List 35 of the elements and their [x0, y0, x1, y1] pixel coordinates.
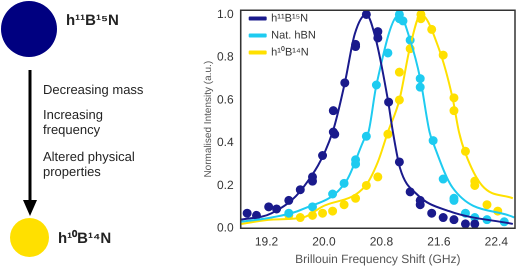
point	[242, 208, 252, 218]
y-tick-label: 0.0	[216, 220, 234, 235]
point	[328, 106, 338, 116]
point	[340, 200, 349, 210]
point	[460, 219, 470, 228]
point	[438, 213, 448, 222]
point	[470, 219, 480, 228]
text: h¹⁰B¹⁴N	[58, 230, 112, 248]
y-tick-label: 0.4	[216, 135, 234, 150]
legend-label: h¹⁰B¹⁴N	[271, 46, 309, 59]
text: Altered physical properties	[43, 149, 136, 180]
legend-label: Nat. hBN	[271, 30, 316, 42]
y-tick-label: 0.2	[216, 178, 234, 192]
x-tick-label: 20.8	[370, 234, 394, 249]
text: Decreasing mass	[43, 82, 144, 98]
x-tick-label: 21.6	[427, 234, 451, 249]
x-axis-title: Brillouin Frequency Shift (GHz)	[295, 252, 461, 266]
legend-label: h¹¹B¹⁵N	[271, 12, 308, 25]
point	[264, 202, 274, 212]
point	[427, 208, 436, 218]
x-tick-label: 19.2	[254, 234, 279, 249]
point	[328, 206, 338, 216]
y-tick-label: 0.8	[216, 50, 234, 64]
point	[318, 208, 328, 218]
y-axis-title: Normalised Intensity (a.u.)	[202, 60, 214, 178]
y-tick-label: 0.6	[216, 92, 234, 106]
text: h¹¹B¹⁵N	[66, 12, 119, 30]
y-tick-label: 1.0	[216, 6, 234, 21]
x-tick-label: 20.0	[312, 234, 336, 249]
point	[373, 172, 382, 182]
text: Increasing frequency	[43, 107, 104, 138]
point	[449, 215, 458, 224]
point	[394, 68, 404, 77]
point	[482, 200, 492, 210]
x-tick-label: 22.4	[484, 234, 508, 249]
